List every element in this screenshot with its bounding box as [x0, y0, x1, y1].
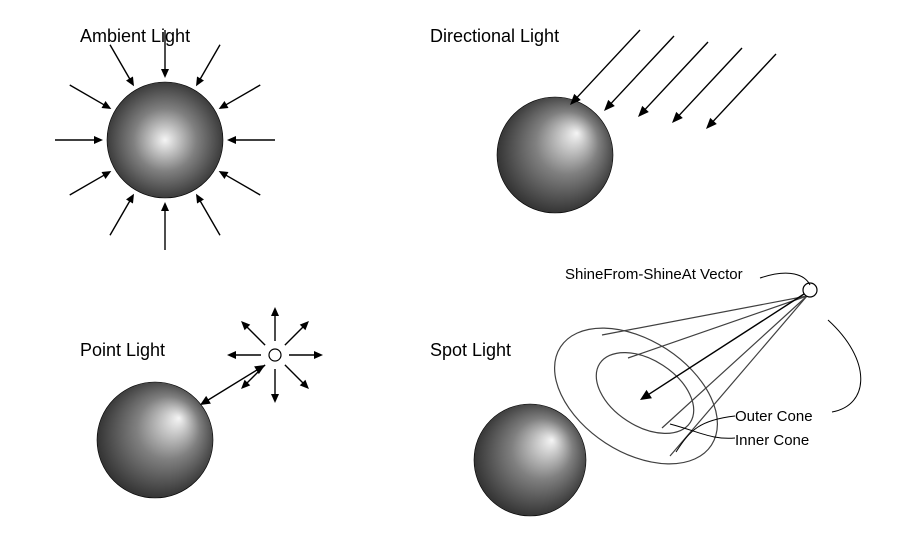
directional-title: Directional Light: [430, 26, 559, 47]
directional-arrow: [575, 30, 640, 100]
ambient-sphere: [107, 82, 223, 198]
ambient-arrow: [70, 85, 107, 106]
spot-sphere: [474, 404, 586, 516]
point-light-source: [269, 349, 281, 361]
directional-sphere: [497, 97, 613, 213]
point-title: Point Light: [80, 340, 165, 361]
outer-cone-callout: [676, 416, 735, 452]
ambient-title: Ambient Light: [80, 26, 190, 47]
spot-title: Spot Light: [430, 340, 511, 361]
diagram-canvas: [0, 0, 912, 552]
spot-light-source: [803, 283, 817, 297]
ambient-arrow: [110, 198, 131, 235]
point-to-sphere-arrow: [205, 368, 260, 402]
inner-cone-label: Inner Cone: [735, 432, 809, 449]
directional-arrow: [677, 48, 742, 118]
shine-vector-callout: [760, 273, 810, 285]
outer-cone-edge: [602, 296, 807, 335]
ambient-arrow: [110, 45, 131, 82]
ambient-arrow: [70, 174, 107, 195]
spot-axis-arrow: [646, 294, 804, 396]
ambient-arrow: [223, 85, 260, 106]
ambient-arrow: [199, 198, 220, 235]
directional-arrow: [609, 36, 674, 106]
directional-arrow: [643, 42, 708, 112]
point-radial-arrow: [285, 325, 305, 345]
shine-vector-label: ShineFrom-ShineAt Vector: [565, 266, 743, 283]
outer-cone-loop: [828, 320, 861, 412]
ambient-arrow: [199, 45, 220, 82]
point-radial-arrow: [245, 325, 265, 345]
point-radial-arrow: [285, 365, 305, 385]
ambient-arrow: [223, 174, 260, 195]
outer-cone-label: Outer Cone: [735, 408, 813, 425]
point-sphere: [97, 382, 213, 498]
directional-arrow: [711, 54, 776, 124]
